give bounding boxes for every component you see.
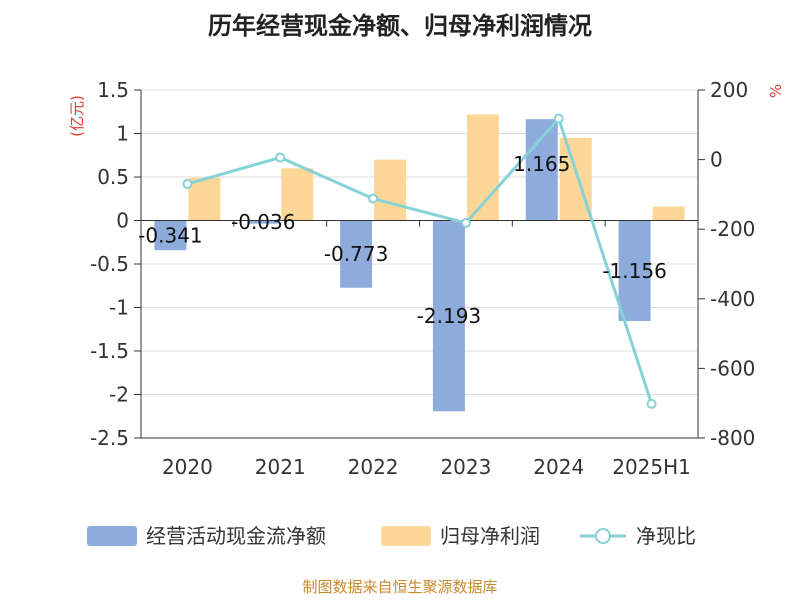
left-tick-label: -1 — [109, 296, 129, 320]
legend-label-ratio: 净现比 — [636, 524, 696, 548]
bar-net-profit — [374, 159, 407, 221]
right-tick-label: -600 — [710, 356, 755, 380]
legend-swatch-net-profit — [381, 526, 431, 546]
ratio-point — [182, 178, 193, 189]
cashflow-data-label: -0.341 — [138, 223, 202, 247]
left-tick-label: -2.5 — [90, 426, 129, 450]
left-axis-unit: (亿元) — [68, 95, 86, 137]
ratio-point — [275, 152, 286, 163]
ratio-line — [182, 113, 657, 409]
bar-cashflow — [618, 220, 651, 322]
cashflow-data-label: -1.156 — [602, 259, 666, 283]
left-tick-label: 1 — [116, 122, 129, 146]
ratio-point — [553, 113, 564, 124]
ratio-point — [368, 193, 379, 204]
bar-net-profit — [188, 177, 221, 221]
x-tick-label: 2022 — [348, 455, 399, 479]
cashflow-data-label: -2.193 — [417, 304, 481, 328]
left-tick-label: -2 — [109, 383, 129, 407]
right-tick-label: 0 — [710, 148, 723, 172]
x-tick-label: 2024 — [533, 455, 584, 479]
bar-cashflow — [340, 220, 373, 288]
data-labels: -0.341 -0.036 -0.773 -2.193 1.165 -1.156 — [138, 152, 667, 328]
source-note: 制图数据来自恒生聚源数据库 — [302, 578, 497, 596]
x-tick-label: 2021 — [255, 455, 306, 479]
bar-cashflow — [247, 220, 280, 224]
legend-label-cashflow: 经营活动现金流净额 — [146, 524, 326, 548]
bar-cashflow — [154, 220, 187, 251]
right-tick-label: 200 — [710, 78, 748, 102]
legend-label-net-profit: 归母净利润 — [440, 524, 540, 548]
axes: 1.5 1 0.5 0 -0.5 -1 -1.5 -2 -2.5 200 0 -200 -400 -600… — [90, 78, 755, 479]
ratio-series-line — [187, 115, 654, 405]
legend-marker-ratio — [595, 528, 611, 544]
ratio-point — [646, 398, 657, 409]
right-axis-unit: % — [767, 84, 785, 98]
legend-swatch-cashflow — [87, 526, 137, 546]
right-tick-label: -200 — [710, 217, 755, 241]
bar-net-profit — [652, 206, 685, 221]
left-tick-label: 0 — [116, 209, 129, 233]
bars — [154, 114, 685, 412]
ratio-point — [460, 217, 471, 228]
bar-net-profit — [281, 168, 314, 221]
x-tick-label: 2020 — [162, 455, 213, 479]
right-tick-label: -400 — [710, 287, 755, 311]
cashflow-data-label: 1.165 — [513, 152, 570, 176]
cashflow-data-label: -0.773 — [324, 242, 388, 266]
left-tick-label: -0.5 — [90, 252, 129, 276]
legend: 经营活动现金流净额 归母净利润 净现比 — [87, 524, 696, 548]
left-tick-label: 0.5 — [97, 165, 129, 189]
left-tick-label: 1.5 — [97, 78, 129, 102]
x-tick-label: 2023 — [440, 455, 491, 479]
bar-cashflow — [432, 220, 465, 412]
left-tick-label: -1.5 — [90, 339, 129, 363]
right-tick-label: -800 — [710, 426, 755, 450]
x-tick-label: 2025H1 — [612, 455, 691, 479]
cashflow-data-label: -0.036 — [231, 210, 295, 234]
chart-title: 历年经营现金净额、归母净利润情况 — [208, 12, 592, 40]
